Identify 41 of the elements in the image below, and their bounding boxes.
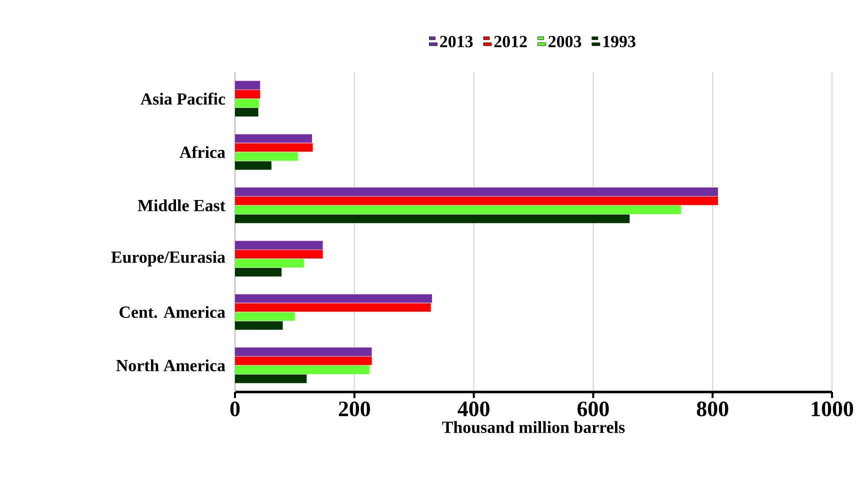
legend-label: 2003: [548, 36, 582, 48]
bar: [235, 312, 295, 321]
bar: [235, 108, 258, 116]
x-tick-label: 0: [230, 402, 240, 416]
bar: [235, 214, 630, 224]
x-axis-title: Thousand million barrels: [442, 421, 625, 434]
x-tick-label: 800: [696, 402, 728, 416]
bar: [235, 366, 370, 374]
bar: [235, 98, 259, 108]
bar: [235, 134, 312, 143]
x-tick-label: 400: [458, 402, 490, 416]
bar: [235, 143, 313, 152]
bar: [235, 348, 372, 356]
y-tick-label: Cent. America: [120, 306, 226, 318]
y-tick-label: Africa: [180, 146, 226, 158]
bar: [235, 250, 323, 258]
bar: [235, 268, 282, 276]
x-tick-label: 1000: [812, 402, 854, 416]
legend-label: 1993: [603, 36, 636, 48]
bar: [235, 196, 718, 206]
x-tick-label: 600: [578, 402, 609, 416]
x-tick-label: 200: [338, 402, 370, 416]
bar: [235, 161, 272, 170]
bar: [235, 80, 260, 90]
bar: [235, 240, 323, 250]
bar: [235, 294, 432, 303]
bar: [235, 303, 431, 312]
bar: [235, 188, 718, 196]
bar: [235, 374, 307, 384]
bar: [235, 356, 372, 366]
y-tick-label: Asia Pacific: [140, 92, 226, 105]
bar: [235, 321, 283, 330]
bar: [235, 152, 298, 161]
bar: [235, 258, 304, 268]
y-tick-label: Europe/Eurasia: [111, 250, 226, 266]
y-tick-label: Middle East: [138, 199, 226, 212]
legend-label: 2012: [494, 36, 527, 48]
legend-label: 2013: [440, 36, 473, 48]
bar: [235, 206, 681, 214]
bar: [235, 90, 260, 98]
y-tick-label: North America: [116, 359, 226, 372]
